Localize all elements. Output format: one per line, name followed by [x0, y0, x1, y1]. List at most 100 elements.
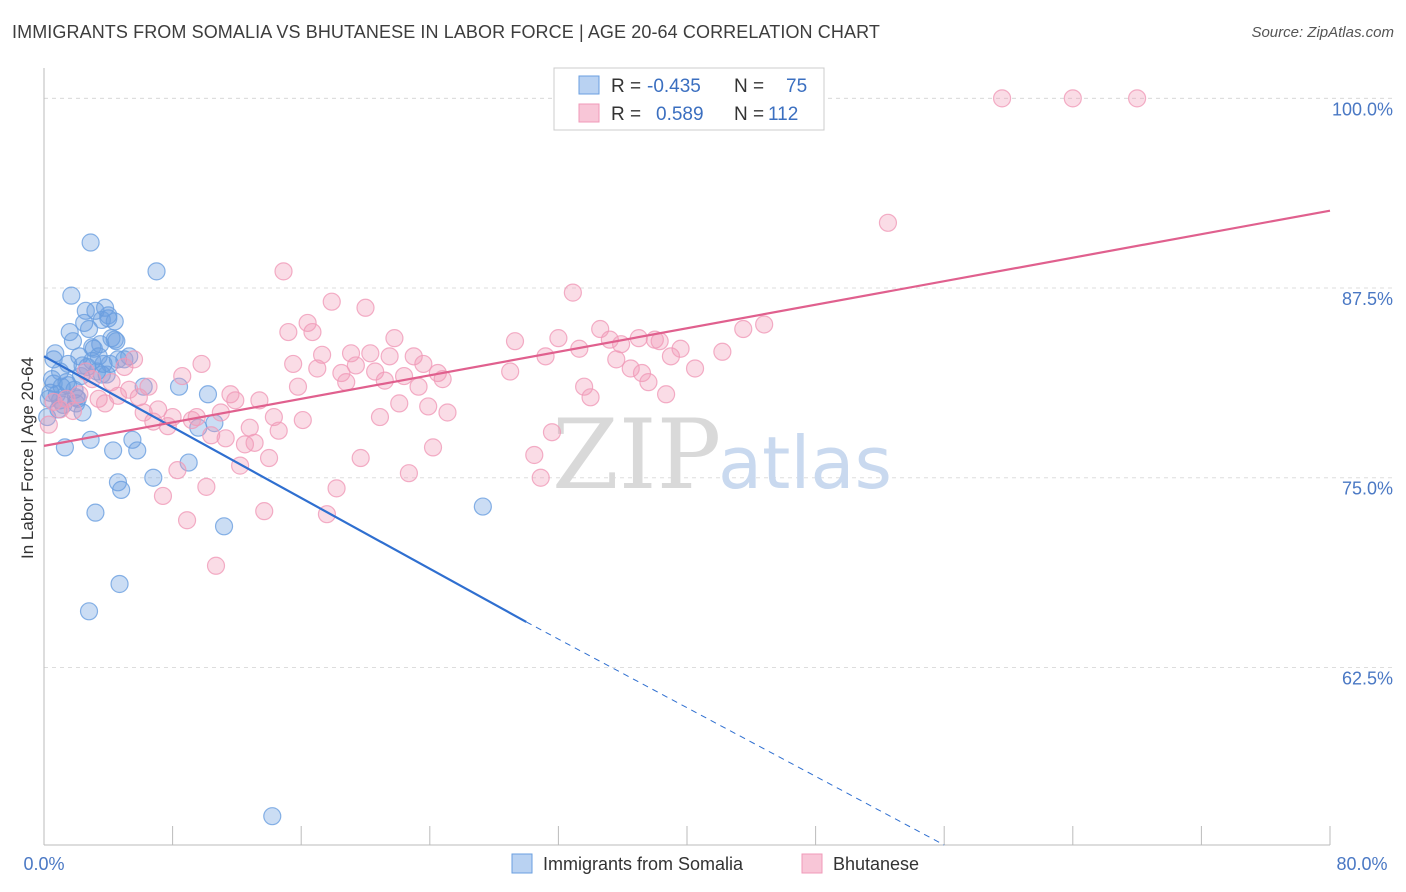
watermark-atlas: atlas [718, 421, 892, 505]
point-somalia [115, 350, 134, 369]
point-somalia [67, 388, 86, 407]
point-bhutanese [139, 377, 158, 396]
bottom-legend: Immigrants from Somalia Bhutanese [511, 853, 919, 874]
point-bhutanese [322, 292, 341, 311]
legend-swatch-somalia [578, 75, 600, 95]
point-bhutanese [1127, 89, 1147, 108]
point-bhutanese [661, 347, 681, 366]
point-bhutanese [549, 329, 568, 348]
point-somalia [79, 602, 99, 621]
legend-n-value-somalia: 75 [786, 76, 807, 97]
point-bhutanese [235, 435, 255, 454]
point-bhutanese [542, 423, 562, 442]
point-bhutanese [351, 448, 370, 468]
point-bhutanese [168, 461, 187, 480]
point-bhutanese [621, 359, 640, 378]
point-bhutanese [399, 464, 419, 483]
point-bhutanese [581, 388, 600, 407]
point-somalia [112, 480, 131, 499]
legend-n-label-somalia: N = [734, 76, 764, 97]
point-bhutanese [755, 315, 774, 334]
point-bhutanese [274, 262, 293, 281]
legend-r-label-somalia: R = [611, 76, 641, 97]
point-bhutanese [390, 394, 409, 413]
series-somalia-points [38, 233, 492, 826]
point-somalia [123, 430, 142, 449]
point-bhutanese [370, 407, 390, 427]
point-somalia [86, 503, 105, 522]
point-somalia [81, 430, 100, 449]
point-bhutanese [361, 344, 380, 363]
point-bhutanese [713, 342, 732, 361]
trendline-bhutanese [43, 209, 1331, 447]
point-somalia [73, 403, 92, 422]
point-bhutanese [39, 415, 58, 434]
point-somalia [104, 441, 123, 460]
point-bhutanese [409, 377, 428, 396]
point-somalia [44, 374, 63, 393]
point-bhutanese [312, 345, 332, 364]
point-bhutanese [288, 377, 308, 396]
point-bhutanese [269, 421, 288, 440]
point-bhutanese [575, 377, 594, 396]
point-somalia [134, 377, 153, 396]
legend-swatch-bhutanese [578, 103, 600, 123]
point-bhutanese [433, 370, 452, 389]
point-bhutanese [346, 356, 365, 375]
point-bhutanese [501, 362, 520, 381]
point-bhutanese [878, 213, 898, 232]
point-somalia [108, 350, 128, 369]
point-bhutanese [685, 359, 705, 378]
point-bhutanese [120, 380, 139, 399]
bottom-legend-label-somalia: Immigrants from Somalia [543, 854, 744, 874]
point-somalia [473, 497, 492, 516]
point-bhutanese [177, 511, 197, 530]
trendline-somalia [43, 355, 527, 623]
point-bhutanese [419, 397, 438, 416]
point-bhutanese [264, 407, 283, 427]
point-bhutanese [303, 322, 322, 342]
point-bhutanese [245, 433, 264, 452]
point-somalia [198, 385, 218, 404]
point-bhutanese [173, 366, 192, 386]
point-somalia [110, 574, 129, 594]
point-somalia [144, 468, 163, 487]
point-somalia [120, 347, 139, 366]
point-bhutanese [279, 322, 298, 342]
point-bhutanese [284, 354, 303, 374]
point-bhutanese [226, 391, 245, 410]
point-bhutanese [63, 401, 83, 421]
legend-r-value-bhutanese: 0.589 [656, 104, 704, 125]
point-somalia [63, 332, 83, 351]
point-somalia [81, 233, 100, 252]
y-tick-label: 100.0% [1332, 99, 1393, 119]
y-tick-label: 75.0% [1342, 479, 1393, 499]
point-bhutanese [255, 502, 274, 521]
point-bhutanese [639, 373, 658, 392]
source-label: Source: ZipAtlas.com [1251, 24, 1394, 41]
point-bhutanese [231, 456, 250, 475]
point-bhutanese [332, 363, 351, 383]
trendline-somalia-extension [526, 621, 945, 846]
point-somalia [94, 354, 113, 374]
point-bhutanese [202, 426, 221, 445]
chart-title: IMMIGRANTS FROM SOMALIA VS BHUTANESE IN … [12, 22, 880, 42]
point-bhutanese [505, 332, 525, 351]
point-bhutanese [115, 357, 134, 377]
point-bhutanese [992, 89, 1012, 108]
point-somalia [83, 338, 102, 357]
point-bhutanese [385, 329, 404, 348]
point-somalia [128, 441, 147, 460]
point-somalia [62, 286, 81, 305]
point-bhutanese [734, 319, 753, 339]
point-somalia [76, 301, 95, 320]
point-bhutanese [259, 448, 279, 468]
legend-r-value-somalia: -0.435 [647, 76, 701, 97]
point-bhutanese [206, 556, 226, 575]
point-bhutanese [423, 438, 443, 457]
gridlines [44, 97, 1395, 668]
point-bhutanese [380, 347, 399, 366]
watermark: ZIP atlas [552, 399, 892, 511]
bottom-legend-label-bhutanese: Bhutanese [833, 854, 919, 874]
